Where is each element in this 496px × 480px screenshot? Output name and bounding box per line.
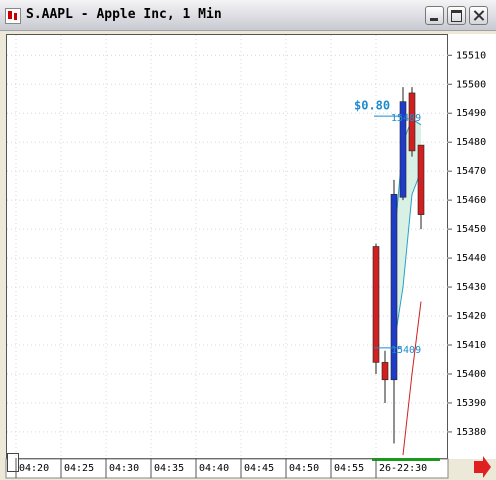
band-lower <box>393 170 422 346</box>
maximize-button[interactable] <box>447 6 466 25</box>
y-tick-label: 15500 <box>456 79 486 90</box>
y-tick-label: 15510 <box>456 50 486 61</box>
x-tick-label: 04:40 <box>199 463 229 474</box>
y-tick-label: 15490 <box>456 108 486 119</box>
x-tick-label: 04:30 <box>109 463 139 474</box>
x-tick-label: 04:20 <box>19 463 49 474</box>
band-upper <box>393 118 422 244</box>
candle-body <box>399 101 407 198</box>
y-tick-label: 15410 <box>456 340 486 351</box>
candle-body <box>381 362 389 381</box>
x-tick-label: 26-22:30 <box>379 463 427 474</box>
y-tick-label: 15460 <box>456 195 486 206</box>
plot: 15489 15409 $0.80 <box>354 87 425 456</box>
session-bar <box>372 458 440 461</box>
title-bar: S.AAPL - Apple Inc, 1 Min <box>0 0 496 31</box>
y-tick-label: 15450 <box>456 224 486 235</box>
x-tick-label: 04:55 <box>334 463 364 474</box>
axes: 15380 15390 15400 15410 15420 15430 15440 15450… <box>15 50 486 478</box>
close-button[interactable] <box>469 6 488 25</box>
x-tick-label: 04:50 <box>289 463 319 474</box>
scroll-arrow[interactable] <box>474 456 491 478</box>
minimize-button[interactable] <box>425 6 444 25</box>
y-tick-label: 15380 <box>456 427 486 438</box>
change-label: $0.80 <box>354 99 390 113</box>
y-axis-area <box>448 34 496 459</box>
y-tick-label: 15400 <box>456 369 486 380</box>
y-tick-label: 15440 <box>456 253 486 264</box>
window-title: S.AAPL - Apple Inc, 1 Min <box>26 7 222 22</box>
y-tick-label: 15430 <box>456 282 486 293</box>
candle-body <box>408 92 416 152</box>
app-icon <box>5 8 21 24</box>
candle-body <box>390 194 398 381</box>
marker-label: 15409 <box>391 345 421 356</box>
candle-body <box>372 246 380 363</box>
y-tick-label: 15470 <box>456 166 486 177</box>
grid <box>7 35 448 458</box>
y-tick-label: 15480 <box>456 137 486 148</box>
y-tick-label: 15390 <box>456 398 486 409</box>
scroll-box[interactable] <box>7 453 19 472</box>
x-tick-label: 04:35 <box>154 463 184 474</box>
x-axis-area <box>5 458 449 479</box>
y-tick-label: 15420 <box>456 311 486 322</box>
candle-body <box>417 144 425 215</box>
x-tick-label: 04:25 <box>64 463 94 474</box>
marker-label: 15489 <box>391 113 421 124</box>
trend-line <box>402 301 422 456</box>
x-tick-label: 04:45 <box>244 463 274 474</box>
